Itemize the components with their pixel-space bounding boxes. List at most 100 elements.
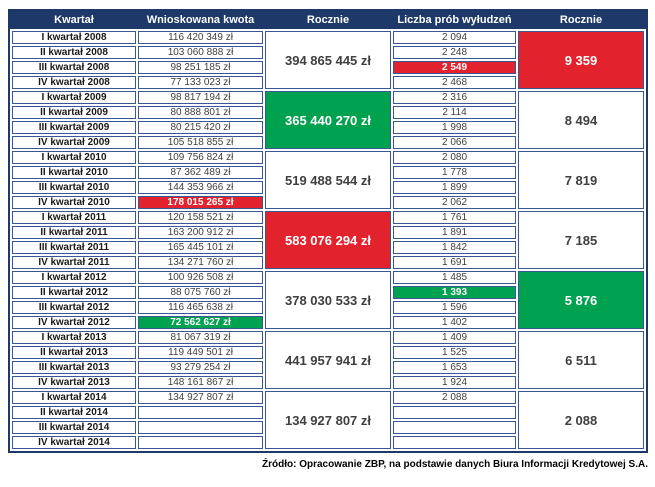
table-row: I kwartał 2011 120 158 521 zł 583 076 29… bbox=[12, 211, 644, 269]
annual-amount-cell: 583 076 294 zł bbox=[265, 211, 391, 269]
annual-count-cell: 5 876 bbox=[518, 271, 644, 329]
table-row: III kwartał 2014 bbox=[12, 421, 644, 434]
source-attribution: Źródło: Opracowanie ZBP, na podstawie da… bbox=[261, 459, 648, 470]
quarter-label-cell: III kwartał 2010 bbox=[12, 181, 136, 194]
amount-cell: 72 562 627 zł bbox=[138, 316, 263, 329]
quarter-label-cell: IV kwartał 2014 bbox=[12, 436, 136, 449]
quarter-label-cell: IV kwartał 2012 bbox=[12, 316, 136, 329]
count-cell bbox=[393, 436, 516, 449]
table-body: I kwartał 2008 116 420 349 zł 394 865 44… bbox=[10, 29, 646, 451]
quarter-label-cell: III kwartał 2011 bbox=[12, 241, 136, 254]
count-cell: 2 080 bbox=[393, 151, 516, 164]
table-row: IV kwartał 2014 bbox=[12, 436, 644, 449]
quarter-label-cell: I kwartał 2012 bbox=[12, 271, 136, 284]
count-cell: 1 842 bbox=[393, 241, 516, 254]
amount-cell: 116 465 638 zł bbox=[138, 301, 263, 314]
quarter-label-cell: IV kwartał 2009 bbox=[12, 136, 136, 149]
column-header-wnioskowana-kwota: Wnioskowana kwota bbox=[146, 14, 255, 26]
annual-amount-cell: 378 030 533 zł bbox=[265, 271, 391, 329]
count-cell bbox=[393, 421, 516, 434]
table-row: II kwartał 2012 88 075 760 zł 1 393 bbox=[12, 286, 644, 299]
column-header-liczba-prob: Liczba prób wyłudzeń bbox=[397, 14, 512, 26]
table-row: II kwartał 2014 bbox=[12, 406, 644, 419]
amount-cell: 98 817 194 zł bbox=[138, 91, 263, 104]
annual-count-cell: 7 185 bbox=[518, 211, 644, 269]
annual-count-cell: 9 359 bbox=[518, 31, 644, 89]
table-row: I kwartał 2012 100 926 508 zł 378 030 53… bbox=[12, 271, 644, 329]
annual-count-cell: 6 511 bbox=[518, 331, 644, 389]
amount-cell: 144 353 966 zł bbox=[138, 181, 263, 194]
count-cell: 1 891 bbox=[393, 226, 516, 239]
count-cell: 1 778 bbox=[393, 166, 516, 179]
count-cell: 1 402 bbox=[393, 316, 516, 329]
table-row: II kwartał 2009 80 888 801 zł 2 114 bbox=[12, 106, 644, 119]
column-header-kwartal: Kwartał bbox=[54, 14, 94, 26]
count-cell: 2 248 bbox=[393, 46, 516, 59]
column-header-rocznie-kwota: Rocznie bbox=[306, 14, 350, 26]
amount-cell: 105 518 855 zł bbox=[138, 136, 263, 149]
quarter-label-cell: II kwartał 2011 bbox=[12, 226, 136, 239]
table-row: II kwartał 2010 87 362 489 zł 1 778 bbox=[12, 166, 644, 179]
table-row: II kwartał 2008 103 060 888 zł 2 248 bbox=[12, 46, 644, 59]
annual-amount-cell: 394 865 445 zł bbox=[265, 31, 391, 89]
annual-count-cell: 7 819 bbox=[518, 151, 644, 209]
table-header-row: Kwartał Wnioskowana kwota Rocznie Liczba… bbox=[10, 11, 646, 29]
amount-cell: 93 279 254 zł bbox=[138, 361, 263, 374]
amount-cell: 77 133 023 zł bbox=[138, 76, 263, 89]
quarter-label-cell: II kwartał 2008 bbox=[12, 46, 136, 59]
count-cell: 1 485 bbox=[393, 271, 516, 284]
count-cell: 1 761 bbox=[393, 211, 516, 224]
count-cell: 1 409 bbox=[393, 331, 516, 344]
quarter-label-cell: I kwartał 2010 bbox=[12, 151, 136, 164]
count-cell: 2 114 bbox=[393, 106, 516, 119]
table-row: II kwartał 2013 119 449 501 zł 1 525 bbox=[12, 346, 644, 359]
annual-amount-cell: 441 957 941 zł bbox=[265, 331, 391, 389]
quarter-label-cell: I kwartał 2008 bbox=[12, 31, 136, 44]
amount-cell: 134 271 760 zł bbox=[138, 256, 263, 269]
table-row: III kwartał 2008 98 251 185 zł 2 549 bbox=[12, 61, 644, 74]
amount-cell: 87 362 489 zł bbox=[138, 166, 263, 179]
quarter-label-cell: I kwartał 2013 bbox=[12, 331, 136, 344]
count-cell: 2 062 bbox=[393, 196, 516, 209]
quarter-label-cell: II kwartał 2013 bbox=[12, 346, 136, 359]
count-cell: 1 393 bbox=[393, 286, 516, 299]
count-cell: 2 088 bbox=[393, 391, 516, 404]
amount-cell: 120 158 521 zł bbox=[138, 211, 263, 224]
quarter-label-cell: IV kwartał 2013 bbox=[12, 376, 136, 389]
count-cell: 1 691 bbox=[393, 256, 516, 269]
table-row: III kwartał 2009 80 215 420 zł 1 998 bbox=[12, 121, 644, 134]
table-row: II kwartał 2011 163 200 912 zł 1 891 bbox=[12, 226, 644, 239]
table-row: I kwartał 2009 98 817 194 zł 365 440 270… bbox=[12, 91, 644, 149]
quarter-label-cell: II kwartał 2010 bbox=[12, 166, 136, 179]
count-cell: 2 468 bbox=[393, 76, 516, 89]
count-cell: 1 899 bbox=[393, 181, 516, 194]
amount-cell: 100 926 508 zł bbox=[138, 271, 263, 284]
quarter-label-cell: IV kwartał 2011 bbox=[12, 256, 136, 269]
annual-amount-cell: 365 440 270 zł bbox=[265, 91, 391, 149]
count-cell: 1 596 bbox=[393, 301, 516, 314]
count-cell: 2 549 bbox=[393, 61, 516, 74]
quarter-label-cell: IV kwartał 2008 bbox=[12, 76, 136, 89]
count-cell: 1 653 bbox=[393, 361, 516, 374]
quarter-label-cell: I kwartał 2014 bbox=[12, 391, 136, 404]
table-row: I kwartał 2010 109 756 824 zł 519 488 54… bbox=[12, 151, 644, 209]
count-cell: 2 094 bbox=[393, 31, 516, 44]
amount-cell: 88 075 760 zł bbox=[138, 286, 263, 299]
column-header-rocznie-liczba: Rocznie bbox=[559, 14, 603, 26]
amount-cell: 116 420 349 zł bbox=[138, 31, 263, 44]
quarter-label-cell: III kwartał 2009 bbox=[12, 121, 136, 134]
table-row: IV kwartał 2013 148 161 867 zł 1 924 bbox=[12, 376, 644, 389]
amount-cell: 80 215 420 zł bbox=[138, 121, 263, 134]
amount-cell: 163 200 912 zł bbox=[138, 226, 263, 239]
quarter-label-cell: III kwartał 2008 bbox=[12, 61, 136, 74]
amount-cell: 98 251 185 zł bbox=[138, 61, 263, 74]
amount-cell bbox=[138, 436, 263, 449]
table-row: IV kwartał 2008 77 133 023 zł 2 468 bbox=[12, 76, 644, 89]
amount-cell: 103 060 888 zł bbox=[138, 46, 263, 59]
annual-amount-cell: 134 927 807 zł bbox=[265, 391, 391, 449]
amount-cell: 81 067 319 zł bbox=[138, 331, 263, 344]
quarter-label-cell: I kwartał 2009 bbox=[12, 91, 136, 104]
count-cell: 1 525 bbox=[393, 346, 516, 359]
quarter-label-cell: II kwartał 2009 bbox=[12, 106, 136, 119]
table-row: IV kwartał 2011 134 271 760 zł 1 691 bbox=[12, 256, 644, 269]
